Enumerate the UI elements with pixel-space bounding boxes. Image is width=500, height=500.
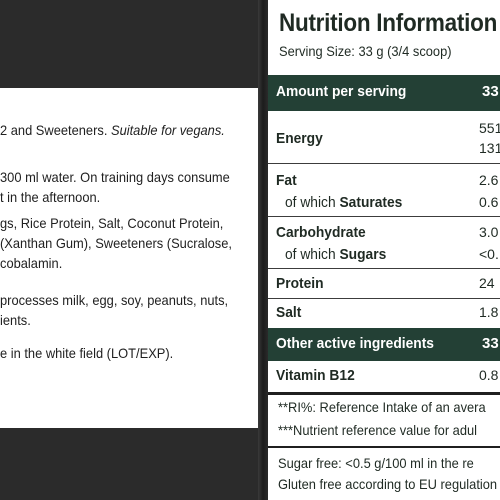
salt-value: 1.8 <box>479 304 499 320</box>
protein-value: 24 <box>479 275 495 291</box>
lot-exp-line: e in the white field (LOT/EXP). <box>0 345 174 361</box>
nutrition-title: Nutrition Information <box>279 9 498 37</box>
amount-per-serving-header: Amount per serving 33 <box>268 75 500 111</box>
dark-background-top <box>0 0 265 88</box>
of-which-text: of which <box>285 194 336 211</box>
row-fat: Fat 2.6 of which Saturates 0.6 <box>268 164 500 217</box>
ingredients-line: (Xanthan Gum), Sweeteners (Sucralose, <box>0 235 232 251</box>
carbohydrate-value: 3.0 <box>479 224 499 240</box>
saturates-value: 0.6 <box>479 194 499 210</box>
row-carbohydrate: Carbohydrate 3.0 of which Sugars <0. <box>268 217 500 269</box>
ingredients-line: cobalamin. <box>0 255 63 271</box>
nutrition-label: Nutrition Information Serving Size: 33 g… <box>268 0 500 500</box>
fat-value: 2.6 <box>479 172 499 188</box>
description-line: t in the afternoon. <box>0 189 101 205</box>
panel-divider <box>258 0 268 500</box>
other-ingredients-value: 33 <box>482 335 499 352</box>
sugar-free-note: Sugar free: <0.5 g/100 ml in the re <box>278 455 474 471</box>
ri-footnote: **RI%: Reference Intake of an avera <box>278 399 486 415</box>
nrv-footnote: ***Nutrient reference value for adul <box>278 422 478 438</box>
row-salt: Salt 1.8 <box>268 299 500 327</box>
footer-divider <box>268 446 500 448</box>
product-description-panel: 2 and Sweeteners. Suitable for vegans. 3… <box>0 88 258 428</box>
energy-value-kcal: 131 <box>479 140 500 156</box>
allergen-line: ients. <box>0 312 31 328</box>
amount-header-value: 33 <box>482 83 499 100</box>
amount-header-label: Amount per serving <box>276 83 407 100</box>
fat-label: Fat <box>276 172 297 189</box>
ingredients-line: gs, Rice Protein, Salt, Coconut Protein, <box>0 215 224 231</box>
description-line: 2 and Sweeteners. Suitable for vegans. <box>0 120 225 140</box>
vitamin-b12-label: Vitamin B12 <box>276 367 355 384</box>
description-text: 2 and Sweeteners. <box>0 122 108 138</box>
salt-label: Salt <box>276 304 302 321</box>
row-vitamin-b12: Vitamin B12 0.8 <box>268 361 500 391</box>
energy-label: Energy <box>276 130 323 147</box>
sugars-value: <0. <box>479 246 499 262</box>
saturates-label: of which Saturates <box>285 194 402 211</box>
other-ingredients-header: Other active ingredients 33 <box>268 328 500 361</box>
row-energy: Energy 551 131 <box>268 111 500 164</box>
row-protein: Protein 24 <box>268 269 500 299</box>
allergen-line: processes milk, egg, soy, peanuts, nuts, <box>0 292 229 308</box>
section-divider <box>268 392 500 395</box>
carbohydrate-label: Carbohydrate <box>276 224 366 241</box>
gluten-free-note: Gluten free according to EU regulation <box>278 476 498 492</box>
saturates-text: Saturates <box>339 194 403 211</box>
serving-size: Serving Size: 33 g (3/4 scoop) <box>279 43 452 59</box>
protein-label: Protein <box>276 275 324 292</box>
description-line: 300 ml water. On training days consume <box>0 169 230 185</box>
dark-background-bottom <box>0 428 265 500</box>
of-which-text: of which <box>285 246 336 263</box>
other-ingredients-label: Other active ingredients <box>276 335 434 352</box>
sugars-text: Sugars <box>339 246 387 263</box>
energy-value-kj: 551 <box>479 120 500 136</box>
vitamin-b12-value: 0.8 <box>479 367 499 383</box>
suitable-for-vegans-text: Suitable for vegans. <box>110 122 225 138</box>
sugars-label: of which Sugars <box>285 246 386 263</box>
